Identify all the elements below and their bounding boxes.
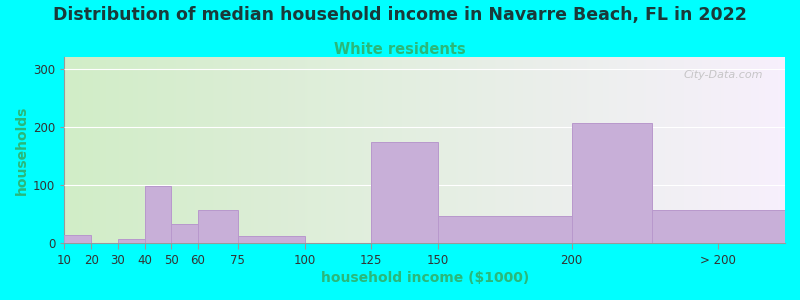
Text: Distribution of median household income in Navarre Beach, FL in 2022: Distribution of median household income … [53, 6, 747, 24]
Bar [651, 210, 785, 243]
Bar [171, 224, 198, 243]
X-axis label: household income ($1000): household income ($1000) [321, 271, 529, 285]
Bar [238, 236, 305, 243]
Y-axis label: households: households [15, 106, 29, 195]
Bar [571, 123, 651, 243]
Text: White residents: White residents [334, 42, 466, 57]
Bar [198, 210, 238, 243]
Bar [145, 186, 171, 243]
Bar [118, 239, 145, 243]
Bar [65, 235, 91, 243]
Bar [371, 142, 438, 243]
Text: City-Data.com: City-Data.com [684, 70, 763, 80]
Bar [438, 216, 571, 243]
